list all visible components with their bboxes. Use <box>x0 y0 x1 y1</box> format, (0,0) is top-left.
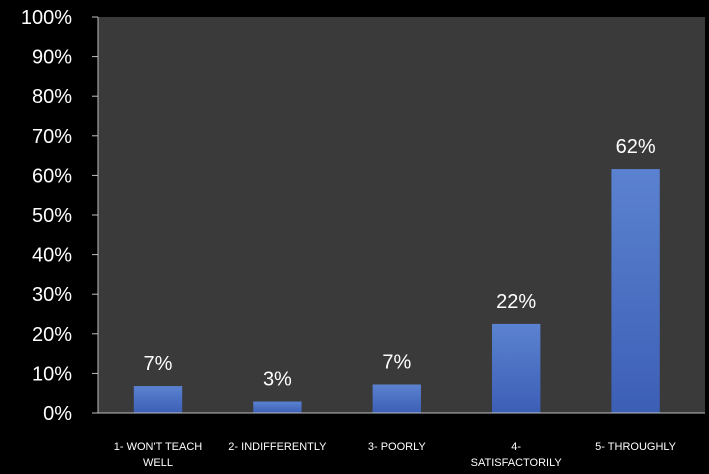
bar <box>253 401 302 413</box>
bar <box>611 169 660 413</box>
bars-group <box>133 169 660 413</box>
x-tick-label: SATISFACTORILY <box>471 457 563 469</box>
y-tick-label: 50% <box>32 205 72 227</box>
bar <box>133 386 183 413</box>
data-label: 7% <box>382 351 411 373</box>
y-tick-label: 20% <box>32 324 72 346</box>
y-axis: 0% 10% 20% 30% 40% 50% 60% 70% 80% 90% 100% <box>21 7 99 425</box>
y-tick-label: 80% <box>32 86 72 108</box>
data-label: 22% <box>496 291 536 313</box>
x-tick-label: 3- POORLY <box>368 441 427 453</box>
x-tick-label: 2- INDIFFERENTLY <box>228 441 327 453</box>
bar <box>372 384 421 413</box>
data-label: 3% <box>263 369 292 391</box>
data-label: 7% <box>144 353 173 375</box>
y-tick-label: 10% <box>32 363 72 385</box>
y-tick-label: 90% <box>32 47 72 69</box>
data-label: 62% <box>616 136 656 158</box>
y-tick-label: 70% <box>32 126 72 148</box>
y-tick-label: 0% <box>43 403 72 425</box>
y-tick-label: 30% <box>32 284 72 306</box>
plot-area <box>98 17 705 413</box>
y-tick-label: 60% <box>32 165 72 187</box>
y-tick-label: 40% <box>32 245 72 267</box>
x-tick-label: 4- <box>511 441 521 453</box>
x-tick-label: WELL <box>143 457 173 469</box>
x-tick-label: 5- THROUGHLY <box>595 441 677 453</box>
y-tick-label: 100% <box>21 7 72 29</box>
bar <box>492 323 541 413</box>
x-axis: 1- WON'T TEACH WELL 2- INDIFFERENTLY 3- POO… <box>98 412 705 469</box>
data-labels-group: 7% 3% 7% 22% 62% <box>144 136 656 390</box>
x-tick-label: 1- WON'T TEACH <box>114 441 203 453</box>
